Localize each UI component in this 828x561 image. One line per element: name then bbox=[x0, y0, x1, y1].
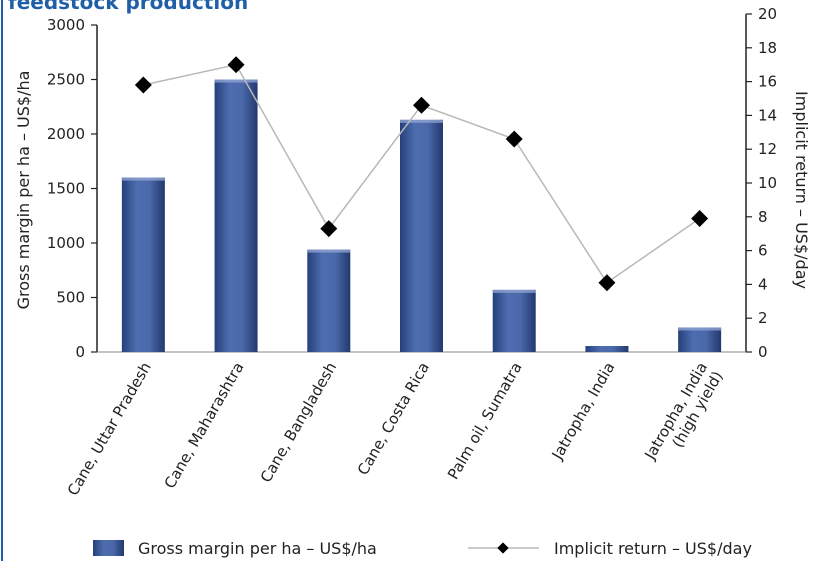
right-tick-label: 20 bbox=[758, 5, 777, 23]
left-tick-label: 1000 bbox=[47, 234, 85, 252]
left-tick-label: 1500 bbox=[47, 180, 85, 198]
legend: Gross margin per ha – US$/ha Implicit re… bbox=[93, 539, 752, 558]
bar bbox=[492, 289, 536, 352]
bar-highlight bbox=[678, 327, 722, 331]
right-tick-label: 16 bbox=[758, 73, 777, 91]
bar-highlight bbox=[492, 289, 536, 293]
bar bbox=[678, 327, 722, 352]
left-ticks: 0 500 1000 1500 2000 2500 3000 bbox=[47, 16, 97, 361]
bar-highlight bbox=[214, 79, 258, 83]
line-marker bbox=[227, 56, 245, 74]
right-tick-label: 4 bbox=[758, 275, 768, 293]
category-label: Jatropha, India(high yield) bbox=[640, 359, 726, 472]
line-marker bbox=[691, 210, 709, 227]
line-marker bbox=[320, 220, 338, 238]
left-tick-label: 0 bbox=[75, 343, 85, 361]
bars bbox=[121, 79, 722, 352]
right-tick-label: 10 bbox=[758, 174, 777, 192]
category-labels: Cane, Uttar Pradesh Cane, Maharashtra Cane… bbox=[64, 359, 727, 499]
legend-bar-swatch bbox=[93, 540, 124, 556]
line-marker bbox=[413, 96, 430, 114]
bar bbox=[214, 79, 258, 352]
right-tick-label: 12 bbox=[758, 140, 777, 158]
bar bbox=[585, 346, 629, 352]
category-label: Palm oil, Sumatra bbox=[444, 359, 526, 483]
left-tick-label: 2000 bbox=[47, 125, 85, 143]
page-title: feedstock production bbox=[8, 0, 248, 14]
y-axis-label: Gross margin per ha – US$/ha bbox=[14, 71, 33, 310]
right-ticks: 0 2 4 6 8 10 12 14 16 18 20 bbox=[746, 5, 777, 361]
right-tick-label: 0 bbox=[758, 343, 768, 361]
line-series bbox=[134, 56, 709, 292]
right-tick-label: 8 bbox=[758, 208, 768, 226]
category-label: Jatropha, India bbox=[548, 359, 619, 463]
legend-line-label: Implicit return – US$/day bbox=[554, 539, 752, 558]
line-marker bbox=[598, 274, 616, 292]
bar bbox=[307, 249, 351, 352]
right-tick-label: 2 bbox=[758, 309, 768, 327]
legend-bar-label: Gross margin per ha – US$/ha bbox=[138, 539, 377, 558]
legend-line-marker bbox=[497, 542, 509, 554]
category-label: Cane, Maharashtra bbox=[161, 359, 248, 492]
left-tick-label: 3000 bbox=[47, 16, 85, 34]
bar-highlight bbox=[121, 177, 165, 181]
left-tick-label: 2500 bbox=[47, 71, 85, 89]
bar-highlight bbox=[400, 119, 443, 123]
category-label: Cane, Uttar Pradesh bbox=[64, 359, 155, 499]
left-tick-label: 500 bbox=[56, 289, 85, 307]
line-marker bbox=[134, 76, 152, 94]
category-label: Cane, Costa Rica bbox=[354, 359, 433, 478]
right-tick-label: 14 bbox=[758, 106, 777, 124]
category-label: Cane, Bangladesh bbox=[257, 359, 341, 486]
right-tick-label: 6 bbox=[758, 242, 768, 260]
line-marker bbox=[505, 130, 523, 148]
y2-axis-label: Implicit return – US$/day bbox=[792, 91, 811, 289]
right-tick-label: 18 bbox=[758, 39, 777, 57]
bar-highlight bbox=[307, 249, 351, 253]
bar bbox=[121, 177, 165, 352]
bar bbox=[400, 119, 443, 352]
